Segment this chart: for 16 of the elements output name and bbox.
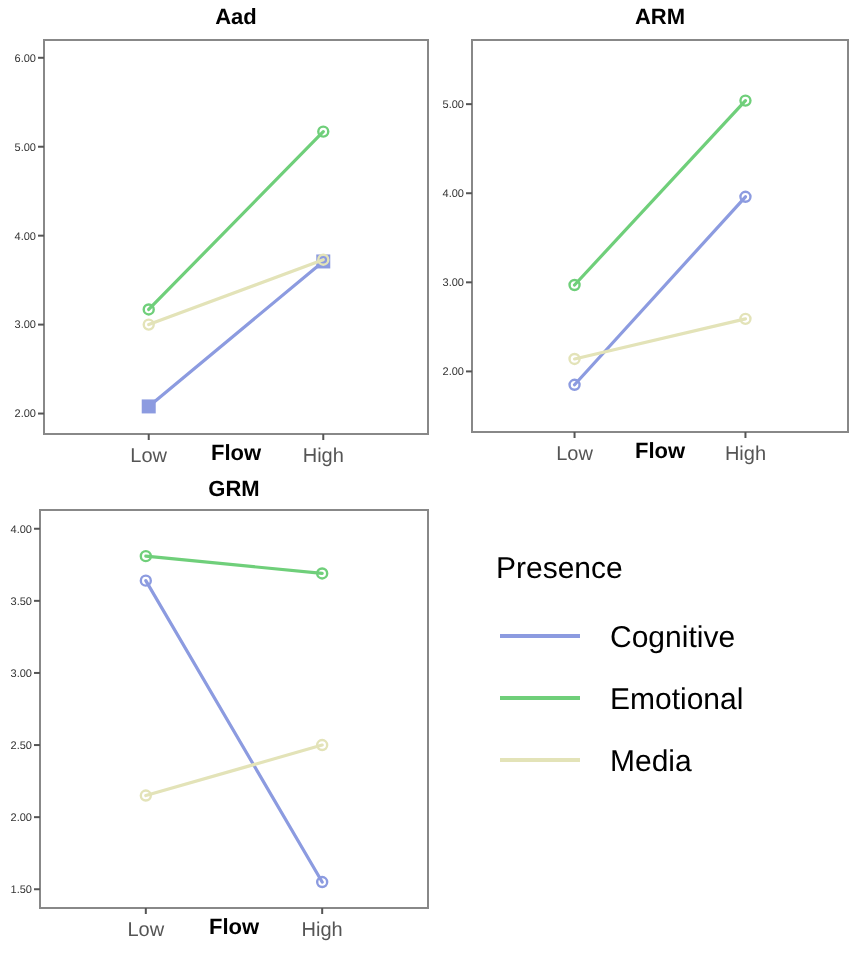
x-tick-label: Low — [130, 446, 169, 468]
x-axis-title: Flow — [634, 440, 686, 464]
chart-title: Aad — [215, 6, 257, 30]
x-tick-label: Low — [127, 920, 166, 942]
legend-label: Cognitive — [610, 620, 736, 655]
x-tick-label: High — [301, 920, 343, 942]
x-tick-label: Low — [556, 444, 595, 466]
x-tick-label: High — [724, 444, 767, 466]
legend-title: Presence — [496, 552, 623, 586]
chart-title: GRM — [208, 478, 260, 502]
x-tick-label: High — [302, 446, 344, 468]
x-axis-title: Flow — [208, 916, 260, 940]
legend-label: Media — [610, 744, 694, 779]
legend-label: Emotional — [610, 682, 744, 717]
chart-title: ARM — [634, 6, 686, 30]
x-axis-title: Flow — [210, 442, 262, 466]
